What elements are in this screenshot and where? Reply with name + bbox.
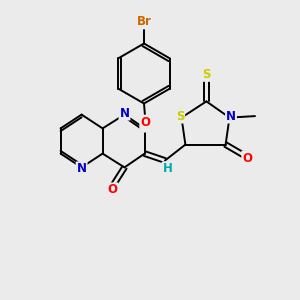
Text: O: O bbox=[242, 152, 252, 165]
Text: N: N bbox=[76, 162, 87, 176]
Text: N: N bbox=[226, 110, 236, 123]
Text: Br: Br bbox=[136, 15, 152, 28]
Text: O: O bbox=[107, 183, 118, 196]
Text: S: S bbox=[176, 110, 184, 123]
Text: O: O bbox=[140, 116, 151, 129]
Text: N: N bbox=[119, 106, 130, 120]
Text: O: O bbox=[140, 118, 151, 132]
Text: H: H bbox=[163, 162, 172, 176]
Text: S: S bbox=[202, 68, 211, 81]
